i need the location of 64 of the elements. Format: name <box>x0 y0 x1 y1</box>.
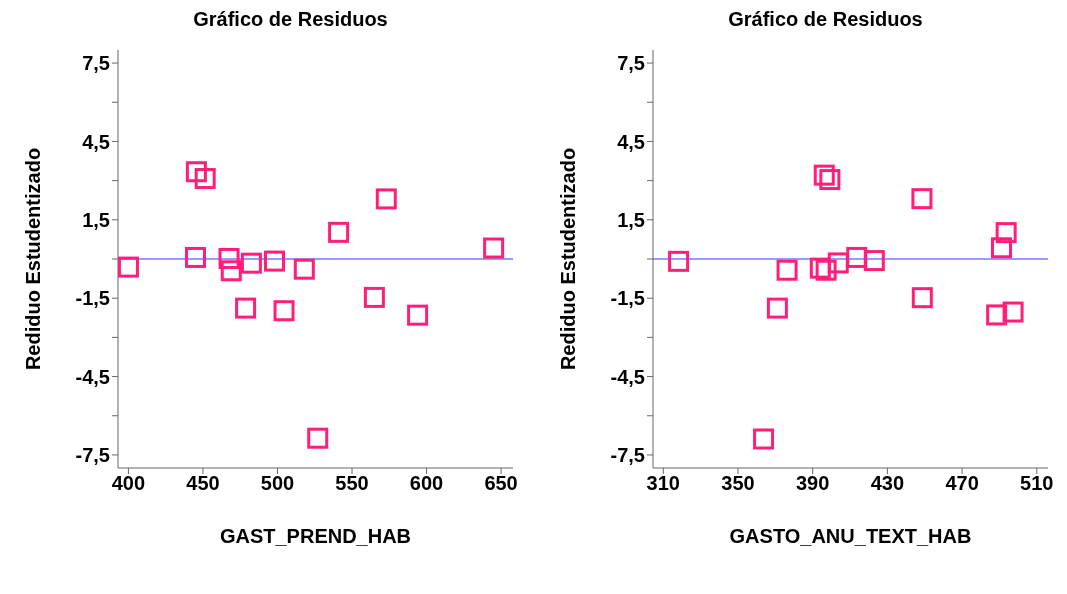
point <box>766 297 788 319</box>
chart-title: Gráfico de Residuos <box>192 8 389 32</box>
y-tick-label: -7,5 <box>610 444 645 467</box>
x-tick-label: 550 <box>335 472 369 495</box>
point <box>185 246 207 268</box>
chart-title: Gráfico de Residuos <box>727 8 924 32</box>
point <box>846 246 868 268</box>
x-tick-label: 350 <box>721 472 755 495</box>
y-tick-label: 1,5 <box>617 208 645 231</box>
x-tick-label: 650 <box>484 472 518 495</box>
point <box>753 428 775 450</box>
point <box>218 247 240 269</box>
x-tick-label: 400 <box>111 472 146 495</box>
x-tick-label: 450 <box>186 472 220 495</box>
y-tick-label: -1,5 <box>610 287 645 310</box>
point <box>220 260 242 282</box>
y-tick-label: -4,5 <box>610 365 645 388</box>
y-tick-label: 1,5 <box>82 208 110 231</box>
point <box>819 169 841 191</box>
point <box>827 252 849 274</box>
point <box>185 161 207 183</box>
point <box>809 257 831 279</box>
point <box>264 250 286 272</box>
point <box>813 164 835 186</box>
x-tick-label: 600 <box>409 472 444 495</box>
x-tick-label: 510 <box>1020 472 1054 495</box>
y-axis-title: Rediduo Estudentizado <box>557 147 580 371</box>
x-axis-title: GASTO_ANU_TEXT_HAB <box>729 525 972 547</box>
x-tick-label: 470 <box>945 472 979 495</box>
point <box>293 258 315 280</box>
y-tick-label: -7,5 <box>75 444 110 467</box>
point <box>1002 301 1024 323</box>
point <box>911 188 933 210</box>
y-tick-label: -4,5 <box>75 365 110 388</box>
point <box>668 250 690 272</box>
y-tick-label: 4,5 <box>617 130 645 153</box>
x-tick-label: 500 <box>260 472 295 495</box>
point <box>991 237 1012 259</box>
y-tick-label: 7,5 <box>617 52 645 75</box>
y-axis-title: Rediduo Estudentizado <box>22 147 45 371</box>
y-tick-label: 4,5 <box>82 130 110 153</box>
point <box>194 168 216 190</box>
point <box>776 259 798 281</box>
point <box>328 221 350 243</box>
point <box>240 252 262 274</box>
y-tick-label: -1,5 <box>75 287 110 310</box>
point <box>863 250 885 272</box>
x-tick-label: 310 <box>646 472 680 495</box>
point <box>273 300 295 322</box>
x-axis-title: GAST_PREND_HAB <box>219 525 412 547</box>
x-tick-label: 430 <box>870 472 905 495</box>
point <box>363 286 385 308</box>
point <box>407 304 429 326</box>
y-tick-label: 7,5 <box>82 52 110 75</box>
x-tick-label: 390 <box>795 472 830 495</box>
point <box>995 222 1017 244</box>
point <box>911 287 933 309</box>
point <box>307 427 329 449</box>
point <box>235 297 257 319</box>
point <box>118 256 139 278</box>
point <box>986 304 1008 326</box>
point <box>483 237 505 259</box>
point <box>375 188 397 210</box>
point <box>815 259 837 281</box>
